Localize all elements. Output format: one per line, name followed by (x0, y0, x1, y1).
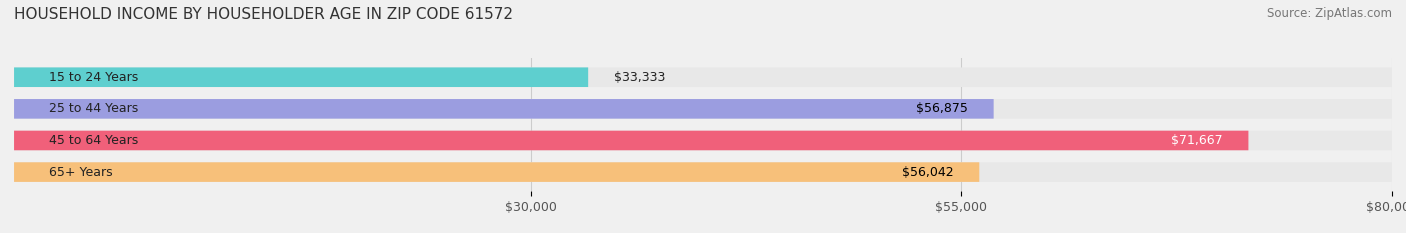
FancyBboxPatch shape (14, 162, 1392, 182)
Text: $71,667: $71,667 (1171, 134, 1223, 147)
Text: 65+ Years: 65+ Years (48, 166, 112, 178)
FancyBboxPatch shape (14, 67, 1392, 87)
Text: 15 to 24 Years: 15 to 24 Years (48, 71, 138, 84)
Text: 45 to 64 Years: 45 to 64 Years (48, 134, 138, 147)
Text: HOUSEHOLD INCOME BY HOUSEHOLDER AGE IN ZIP CODE 61572: HOUSEHOLD INCOME BY HOUSEHOLDER AGE IN Z… (14, 7, 513, 22)
Text: $56,875: $56,875 (915, 102, 967, 115)
FancyBboxPatch shape (14, 131, 1392, 150)
FancyBboxPatch shape (14, 131, 1249, 150)
FancyBboxPatch shape (14, 99, 994, 119)
FancyBboxPatch shape (14, 99, 1392, 119)
Text: $33,333: $33,333 (614, 71, 665, 84)
Text: $56,042: $56,042 (901, 166, 953, 178)
FancyBboxPatch shape (14, 67, 588, 87)
FancyBboxPatch shape (14, 162, 980, 182)
Text: Source: ZipAtlas.com: Source: ZipAtlas.com (1267, 7, 1392, 20)
Text: 25 to 44 Years: 25 to 44 Years (48, 102, 138, 115)
